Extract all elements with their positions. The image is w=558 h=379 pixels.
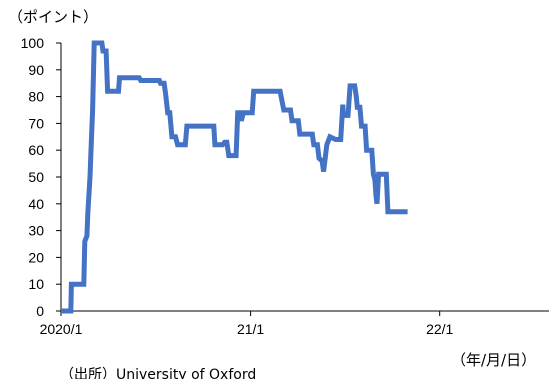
y-tick-label: 70 bbox=[28, 115, 44, 131]
y-unit-label: （ポイント） bbox=[8, 8, 98, 26]
y-tick-label: 20 bbox=[28, 249, 44, 265]
y-tick-label: 30 bbox=[28, 223, 44, 239]
x-axis: 2020/1 21/1 22/1 bbox=[40, 310, 549, 337]
y-tick-label: 10 bbox=[28, 276, 44, 292]
x-unit-label: （年/月/日） bbox=[451, 351, 536, 369]
x-tick-label: 2020/1 bbox=[40, 321, 83, 337]
series bbox=[61, 40, 408, 314]
y-tick-label: 50 bbox=[28, 169, 44, 185]
y-tick-label: 80 bbox=[28, 89, 44, 105]
y-tick-label: 60 bbox=[28, 142, 44, 158]
y-tick-label: 0 bbox=[36, 303, 44, 319]
x-tick-label: 21/1 bbox=[237, 321, 264, 337]
y-axis: 0 10 20 30 40 50 60 70 80 90 100 bbox=[21, 35, 62, 319]
series-line-0 bbox=[61, 40, 408, 314]
x-tick-label: 22/1 bbox=[426, 321, 453, 337]
y-tick-label: 100 bbox=[21, 35, 45, 51]
source-note: （出所）University of Oxford bbox=[60, 367, 256, 379]
y-tick-label: 40 bbox=[28, 196, 44, 212]
y-tick-label: 90 bbox=[28, 62, 44, 78]
